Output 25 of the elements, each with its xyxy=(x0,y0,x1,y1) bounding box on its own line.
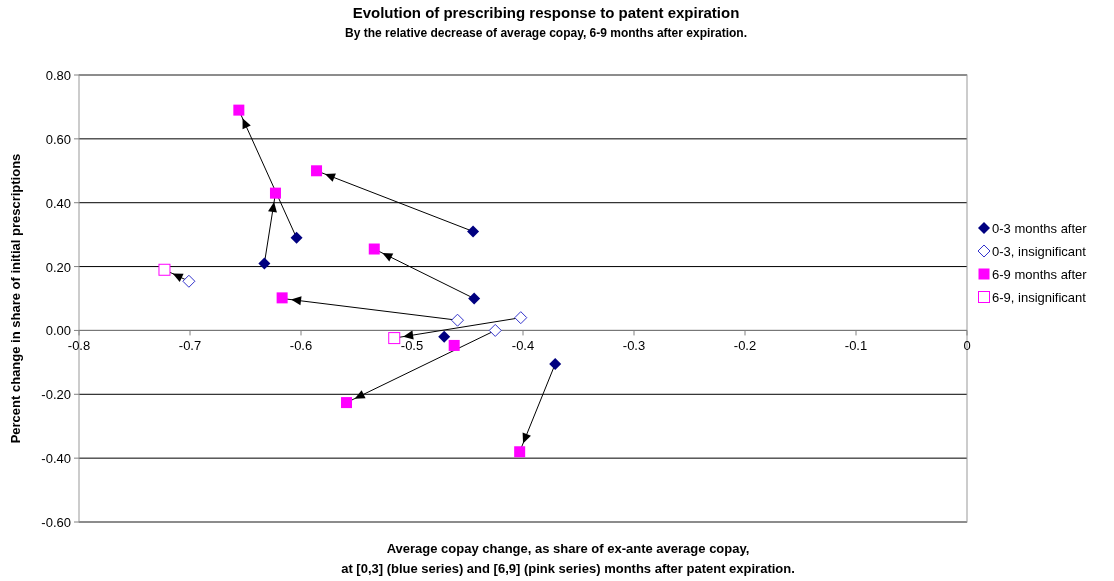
x-tick-label: -0.1 xyxy=(844,338,868,354)
x-axis-title: Average copay change, as share of ex-ante average copay, at [0,3] (blue series) and [6,9] (pink series) months after patent expiration. xyxy=(341,541,795,576)
y-tick-label: 0.20 xyxy=(45,259,71,275)
legend-label: 6-9 months after xyxy=(992,267,1088,282)
x-tick-label: -0.8 xyxy=(67,338,91,354)
x-tick-label: -0.3 xyxy=(622,338,646,354)
legend-label: 0-3 months after xyxy=(992,221,1088,236)
x-tick-label: -0.6 xyxy=(289,338,313,354)
x-tick-label: -0.4 xyxy=(511,338,535,354)
y-axis-title: Percent change in share of initial prescriptions xyxy=(8,153,23,444)
y-tick-label: -0.20 xyxy=(41,387,71,403)
y-tick-label: 0.00 xyxy=(45,323,71,339)
legend-label: 0-3, insignificant xyxy=(992,244,1087,259)
chart-title: Evolution of prescribing response to patent expiration xyxy=(352,4,740,21)
x-tick-label: -0.2 xyxy=(733,338,757,354)
legend-label: 6-9, insignificant xyxy=(992,290,1087,305)
y-tick-label: 0.80 xyxy=(45,68,71,83)
y-tick-label: -0.40 xyxy=(41,451,71,467)
y-tick-label: 0.60 xyxy=(45,131,71,147)
x-tick-label: 0 xyxy=(963,338,971,354)
chart-subtitle: By the relative decrease of average copay, 6-9 months after expiration. xyxy=(345,26,747,40)
y-tick-label: -0.60 xyxy=(41,515,71,530)
x-tick-label: -0.7 xyxy=(178,338,202,354)
y-tick-label: 0.40 xyxy=(45,195,71,211)
x-tick-label: -0.5 xyxy=(400,338,424,354)
